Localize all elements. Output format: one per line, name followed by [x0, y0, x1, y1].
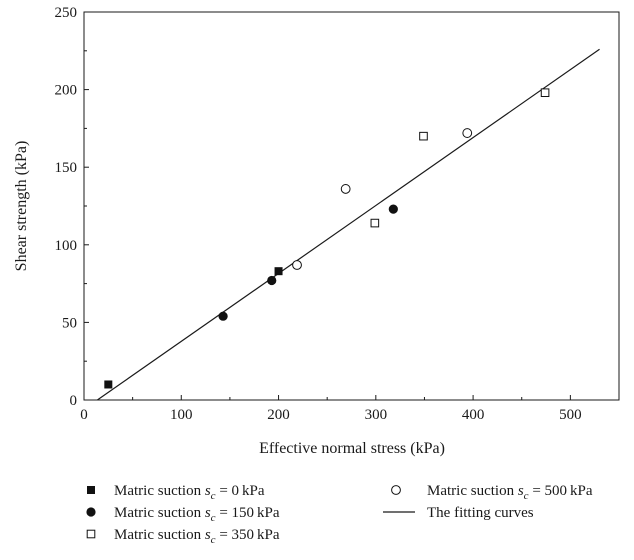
y-tick-label: 200: [55, 83, 78, 99]
data-points: [104, 88, 550, 389]
data-point-series-0: [104, 380, 113, 389]
x-axis: 0 100 200 300 400 500: [80, 395, 582, 423]
data-point-series-3: [340, 184, 351, 194]
legend-label: The fitting curves: [427, 505, 534, 521]
legend-label: Matric suction sc = 150 kPa: [114, 505, 280, 524]
x-tick-label: 0: [80, 407, 88, 423]
legend-marker: [87, 486, 95, 494]
legend-label: Matric suction sc = 350 kPa: [114, 527, 280, 546]
y-tick-label: 50: [62, 315, 77, 331]
data-point-series-0: [274, 267, 283, 276]
x-tick-label: 300: [365, 407, 388, 423]
data-point-series-2: [419, 131, 428, 141]
x-tick-label: 500: [559, 407, 582, 423]
x-tick-label: 100: [170, 407, 193, 423]
legend-marker: [391, 485, 401, 495]
plot-area: 0 100 200 300 400 500 0 50 100 150 200 250: [55, 5, 620, 423]
data-point-series-3: [462, 128, 473, 138]
legend-label: Matric suction sc = 500 kPa: [427, 483, 593, 502]
plot-frame: [83, 11, 620, 401]
y-tick-label: 250: [55, 5, 78, 21]
data-point-series-1: [218, 311, 228, 321]
data-point-series-1: [388, 204, 398, 214]
fit-line: [96, 48, 600, 401]
y-axis: 0 50 100 150 200 250: [55, 5, 89, 409]
legend-label: Matric suction sc = 0 kPa: [114, 483, 265, 502]
y-tick-label: 150: [55, 160, 78, 176]
data-point-series-3: [292, 260, 302, 270]
x-axis-label: Effective normal stress (kPa): [259, 440, 445, 457]
fit-line-layer: [96, 48, 600, 401]
legend-marker: [86, 529, 96, 539]
data-point-series-2: [540, 88, 550, 98]
data-point-series-1: [267, 275, 277, 286]
y-tick-label: 0: [70, 393, 78, 409]
y-axis-label: Shear strength (kPa): [13, 141, 30, 272]
legend-marker: [86, 507, 96, 517]
x-tick-label: 200: [267, 407, 290, 423]
y-tick-label: 100: [55, 238, 78, 254]
legend: Matric suction sc = 0 kPa Matric suction …: [86, 483, 593, 546]
data-point-series-2: [370, 218, 380, 228]
x-tick-label: 400: [462, 407, 485, 423]
